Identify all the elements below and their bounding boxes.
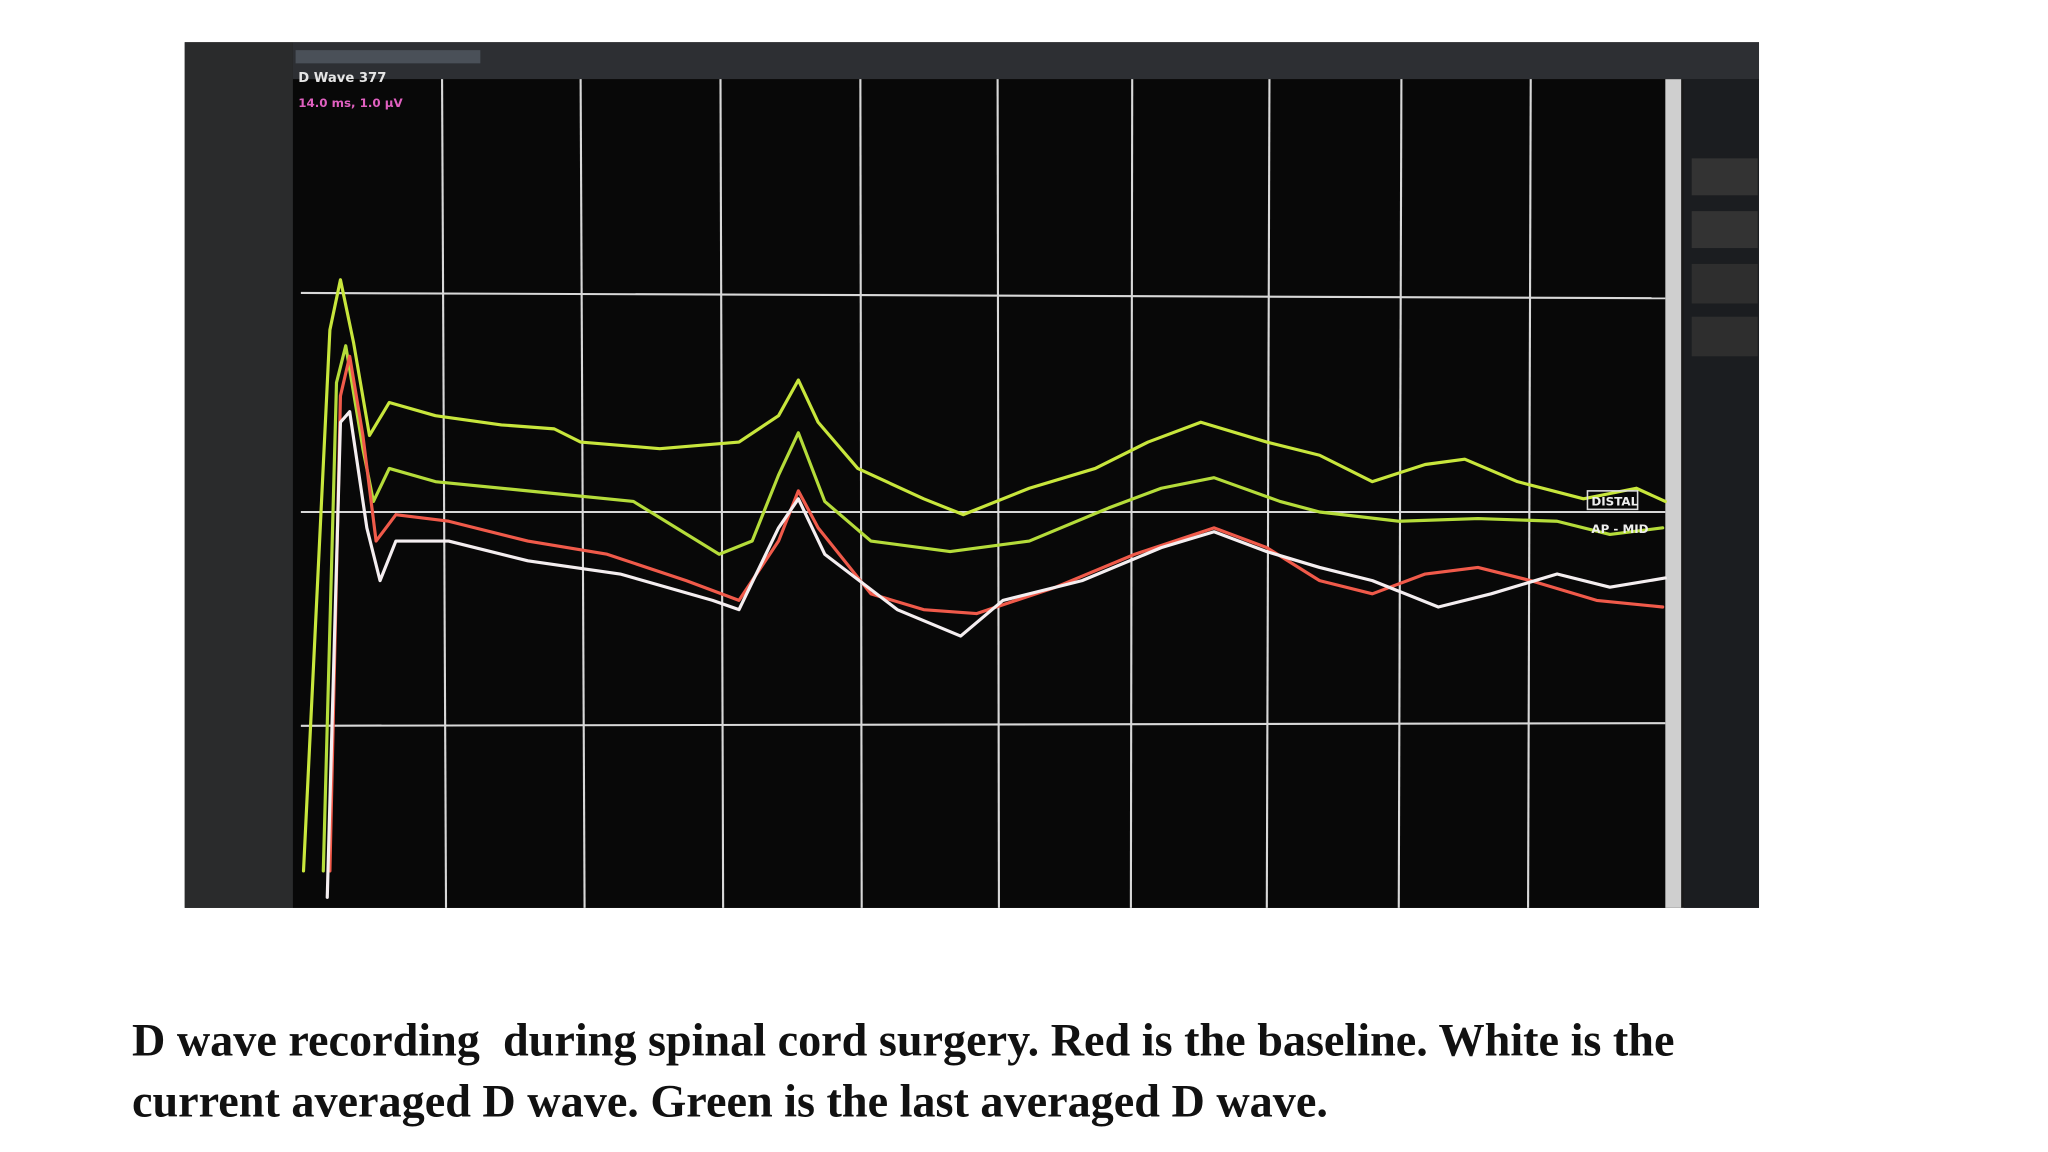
trace-title: D Wave 377 [298, 71, 386, 86]
trace-green-upper [301, 278, 1667, 873]
grid-line [441, 79, 448, 908]
grid-line [579, 79, 586, 908]
bezel-left [184, 42, 293, 908]
scale-label: 14.0 ms, 1.0 µV [298, 96, 403, 110]
grid-line [1129, 79, 1134, 908]
label-box [1586, 490, 1639, 511]
grid [300, 79, 1666, 908]
grid-line [300, 291, 1666, 300]
thumb [1691, 158, 1758, 196]
grid-line [1397, 79, 1403, 908]
caption-line: D wave recording during spinal cord surg… [132, 1015, 1675, 1066]
channel-label: DISTAL [1591, 494, 1638, 508]
caption-line: current averaged D wave. Green is the la… [132, 1075, 1328, 1126]
grid-line [1265, 79, 1271, 908]
trace-red [328, 354, 1665, 873]
trace-white [325, 410, 1667, 899]
thumb [1691, 316, 1758, 357]
grid-line [719, 79, 725, 908]
monitor-photo: D Wave 377 14.0 ms, 1.0 µV DISTAL AP - M… [184, 42, 1760, 908]
side-panel [1683, 79, 1760, 908]
thumb [1691, 211, 1758, 249]
scrollbar [1665, 79, 1682, 908]
grid-line [300, 722, 1666, 727]
trace-green-lower [321, 344, 1665, 873]
grid-line [1527, 79, 1532, 908]
grid-line [996, 79, 1000, 908]
tabs [295, 50, 481, 64]
grid-line [859, 79, 863, 908]
screen [292, 79, 1682, 908]
toolbar [292, 42, 1760, 80]
channel-label: AP - MID [1591, 522, 1648, 536]
thumb [1691, 263, 1758, 304]
